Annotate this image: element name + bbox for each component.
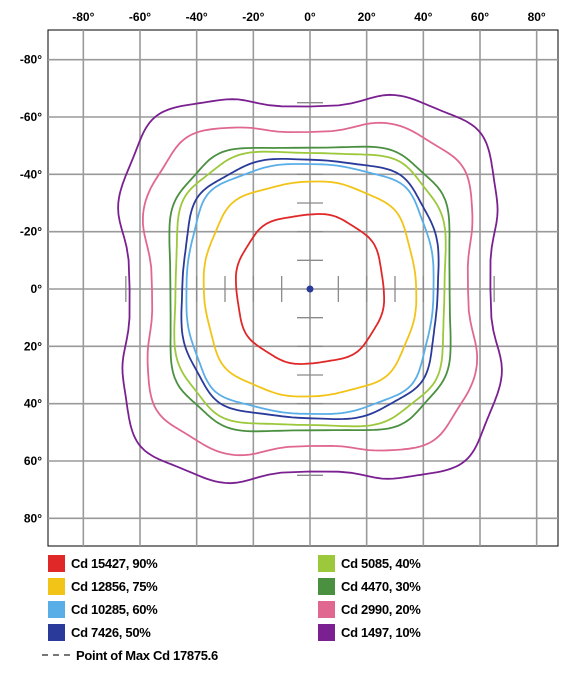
- legend-label: Cd 2990, 20%: [341, 601, 421, 617]
- contour-lines: [117, 93, 503, 485]
- legend-label: Cd 10285, 60%: [71, 601, 158, 617]
- plot-background: [47, 29, 559, 547]
- y-tick-label: -20°: [20, 225, 42, 239]
- legend-swatch: [48, 623, 65, 641]
- y-tick-label: 60°: [24, 454, 42, 468]
- legend-label: Cd 5085, 40%: [341, 555, 421, 571]
- max-point-marker: [306, 285, 314, 293]
- x-tick-label: 40°: [414, 10, 432, 24]
- legend-label: Cd 1497, 10%: [341, 624, 421, 640]
- contour-cd-12856-75: [202, 180, 418, 398]
- x-tick-label: 0°: [304, 10, 316, 24]
- legend-swatch: [318, 554, 335, 572]
- tick-labels: -80° -60° -40° -20° 0° 20° 40° 60° 80° -80° -60° -4…: [20, 10, 546, 525]
- x-tick-label: -60°: [129, 10, 151, 24]
- legend-swatch: [318, 577, 335, 595]
- legend-swatch: [318, 623, 335, 641]
- legend-label: Cd 7426, 50%: [71, 624, 151, 640]
- legend-swatch: [48, 554, 65, 572]
- dashed-line-icon: [42, 654, 70, 656]
- y-tick-label: 0°: [31, 282, 43, 296]
- contour-cd-5085-40: [173, 150, 447, 428]
- legend-item-cd-1497: Cd 1497, 10%: [318, 623, 421, 641]
- contour-cd-1497-10: [117, 93, 503, 485]
- y-tick-label: -60°: [20, 110, 42, 124]
- candela-contour-chart: -80° -60° -40° -20° 0° 20° 40° 60° 80° -80° -60° -4…: [20, 10, 559, 547]
- x-tick-label: -20°: [242, 10, 264, 24]
- y-tick-label: 20°: [24, 339, 42, 353]
- contour-cd-7426-50: [180, 157, 440, 421]
- legend-item-cd-15427: Cd 15427, 90%: [48, 554, 158, 572]
- x-tick-label: 60°: [471, 10, 489, 24]
- y-tick-label: 40°: [24, 397, 42, 411]
- legend-swatch: [318, 600, 335, 618]
- x-tick-label: 80°: [528, 10, 546, 24]
- contour-cd-2990-20: [141, 121, 479, 457]
- legend-item-cd-12856: Cd 12856, 75%: [48, 577, 158, 595]
- legend-swatch: [48, 600, 65, 618]
- legend-swatch: [48, 577, 65, 595]
- x-tick-label: 20°: [358, 10, 376, 24]
- y-tick-label: 80°: [24, 511, 42, 525]
- legend-item-cd-4470: Cd 4470, 30%: [318, 577, 421, 595]
- legend-item-cd-7426: Cd 7426, 50%: [48, 623, 151, 641]
- legend: Cd 15427, 90% Cd 12856, 75% Cd 10285, 60…: [42, 552, 558, 672]
- legend-label: Cd 4470, 30%: [341, 578, 421, 594]
- contour-cd-15427-90: [234, 213, 386, 365]
- legend-label: Cd 15427, 90%: [71, 555, 158, 571]
- legend-item-cd-5085: Cd 5085, 40%: [318, 554, 421, 572]
- x-tick-label: -80°: [72, 10, 94, 24]
- legend-item-cd-10285: Cd 10285, 60%: [48, 600, 158, 618]
- legend-item-cd-2990: Cd 2990, 20%: [318, 600, 421, 618]
- y-tick-label: -80°: [20, 53, 42, 67]
- x-tick-label: -40°: [186, 10, 208, 24]
- contour-cd-10285-60: [185, 163, 435, 415]
- legend-label: Cd 12856, 75%: [71, 578, 158, 594]
- crosshair-marks: [125, 102, 495, 476]
- max-point-label: Point of Max Cd 17875.6: [76, 647, 218, 663]
- y-tick-label: -40°: [20, 167, 42, 181]
- legend-max-point: Point of Max Cd 17875.6: [42, 646, 218, 664]
- contour-cd-4470-30: [168, 145, 452, 433]
